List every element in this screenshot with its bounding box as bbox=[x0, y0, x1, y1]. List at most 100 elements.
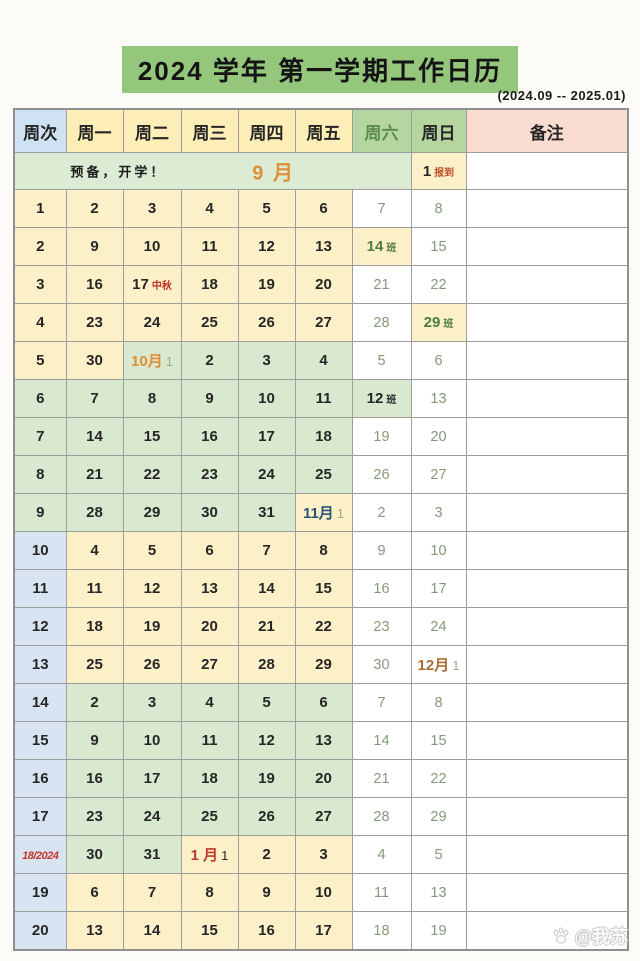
week-number: 7 bbox=[36, 428, 45, 445]
week-row: 7 14 15 16 17 18 19 20 bbox=[13, 417, 629, 456]
cell-text: 1 bbox=[336, 506, 345, 521]
calendar-cell: 13 bbox=[410, 873, 467, 912]
week-number: 17 bbox=[31, 808, 49, 825]
calendar-cell: 12 班 bbox=[351, 379, 412, 418]
cell-text: 14 bbox=[258, 580, 275, 597]
week-row: 16 16 17 18 19 20 21 22 bbox=[13, 759, 629, 798]
cell-text: 30 bbox=[373, 657, 390, 673]
week-number-cell: 3 bbox=[13, 265, 67, 304]
calendar-cell: 12 bbox=[122, 569, 182, 608]
cell-text: 31 bbox=[143, 846, 161, 863]
cell-text: 27 bbox=[201, 656, 218, 673]
calendar-cell: 19 bbox=[351, 417, 412, 456]
calendar-cell: 5 bbox=[237, 683, 296, 722]
calendar-cell: 31 bbox=[237, 493, 296, 532]
cell-text: 27 bbox=[315, 314, 332, 331]
cell-text: 28 bbox=[86, 504, 103, 521]
calendar-cell: 26 bbox=[237, 303, 296, 342]
calendar-cell: 6 bbox=[294, 189, 353, 228]
week-number: 14 bbox=[31, 694, 49, 711]
cell-text: 3 bbox=[147, 694, 157, 711]
cell-text: 12 bbox=[258, 732, 275, 749]
calendar-cell: 11 bbox=[351, 873, 412, 912]
cell-text: 9 bbox=[90, 238, 99, 255]
week-number-cell: 12 bbox=[13, 607, 67, 646]
remark-cell bbox=[465, 189, 629, 228]
watermark-text: @我苏 bbox=[574, 927, 628, 947]
cell-text: 班 bbox=[386, 243, 397, 254]
calendar-cell: 9 bbox=[237, 873, 296, 912]
calendar-cell: 14 bbox=[65, 417, 124, 456]
cell-text: 5 bbox=[262, 200, 271, 217]
calendar-cell: 18 bbox=[351, 911, 412, 951]
calendar-cell: 10月 1 bbox=[122, 341, 182, 380]
cell-text: 3 bbox=[147, 200, 157, 217]
cell-text: 8 bbox=[434, 695, 443, 711]
week-number: 16 bbox=[31, 770, 49, 787]
calendar-cell: 31 bbox=[122, 835, 182, 874]
cell-text: 16 bbox=[86, 770, 103, 787]
cell-text: 30 bbox=[201, 504, 218, 521]
column-header: 周日 bbox=[410, 108, 467, 153]
calendar-cell: 13 bbox=[180, 569, 239, 608]
calendar-cell: 15 bbox=[122, 417, 182, 456]
cell-text: 11 bbox=[201, 732, 218, 749]
cell-text: 10 bbox=[143, 732, 161, 749]
week-number-cell: 16 bbox=[13, 759, 67, 798]
calendar-cell: 2 bbox=[237, 835, 296, 874]
cell-text: 10 bbox=[258, 390, 275, 407]
calendar-cell: 17 bbox=[294, 911, 353, 951]
calendar-cell: 8 bbox=[294, 531, 353, 570]
cell-text: 29 bbox=[430, 809, 447, 825]
cell-text: 16 bbox=[258, 922, 275, 939]
week-number-cell: 15 bbox=[13, 721, 67, 760]
calendar-cell: 3 bbox=[122, 189, 182, 228]
week-row: 10 4 5 6 7 8 9 10 bbox=[13, 531, 629, 570]
week-number-cell: 11 bbox=[13, 569, 67, 608]
cell-text: 10 bbox=[430, 543, 447, 559]
week-number: 11 bbox=[32, 580, 49, 597]
cell-text: 9 bbox=[90, 732, 99, 749]
cell-text: 1 bbox=[422, 162, 432, 180]
cell-text: 25 bbox=[201, 314, 218, 331]
calendar-cell: 14 bbox=[351, 721, 412, 760]
week-row: 20 13 14 15 16 17 18 19 bbox=[13, 911, 629, 951]
calendar-cell: 8 bbox=[122, 379, 182, 418]
calendar-cell: 15 bbox=[294, 569, 353, 608]
week-row: 3 16 17 中秋 18 19 20 21 22 bbox=[13, 265, 629, 304]
week-row: 4 23 24 25 26 27 28 29 班 bbox=[13, 303, 629, 342]
cell-text: 19 bbox=[143, 618, 161, 635]
cell-text: 4 bbox=[377, 847, 386, 863]
cell-text: 30 bbox=[86, 846, 103, 863]
calendar-cell: 4 bbox=[180, 683, 239, 722]
cell-text: 11 bbox=[201, 238, 218, 255]
cell-text: 26 bbox=[373, 467, 390, 483]
calendar-cell: 24 bbox=[122, 303, 182, 342]
calendar-cell: 19 bbox=[237, 759, 296, 798]
cell-text: 20 bbox=[201, 618, 218, 635]
calendar-cell: 6 bbox=[294, 683, 353, 722]
calendar-cell: 19 bbox=[122, 607, 182, 646]
cell-text: 12 bbox=[143, 580, 161, 597]
calendar-cell: 24 bbox=[410, 607, 467, 646]
cell-text: 25 bbox=[315, 466, 332, 483]
week-number: 2 bbox=[36, 238, 45, 255]
calendar-cell: 19 bbox=[237, 265, 296, 304]
calendar-cell: 25 bbox=[65, 645, 124, 684]
cell-text: 26 bbox=[258, 808, 275, 825]
calendar-cell: 4 bbox=[294, 341, 353, 380]
calendar-cell: 20 bbox=[294, 265, 353, 304]
calendar-cell: 28 bbox=[351, 303, 412, 342]
remark-cell bbox=[465, 493, 629, 532]
week-number: 4 bbox=[36, 314, 45, 331]
remark-cell bbox=[465, 645, 629, 684]
calendar-cell: 5 bbox=[410, 835, 467, 874]
calendar-cell: 28 bbox=[351, 797, 412, 836]
calendar-cell: 17 中秋 bbox=[122, 265, 182, 304]
calendar-cell: 22 bbox=[122, 455, 182, 494]
cell-text: 5 bbox=[147, 542, 157, 559]
calendar-cell: 24 bbox=[122, 797, 182, 836]
calendar-cell: 7 bbox=[122, 873, 182, 912]
calendar-cell: 2 bbox=[65, 683, 124, 722]
calendar-cell: 8 bbox=[180, 873, 239, 912]
